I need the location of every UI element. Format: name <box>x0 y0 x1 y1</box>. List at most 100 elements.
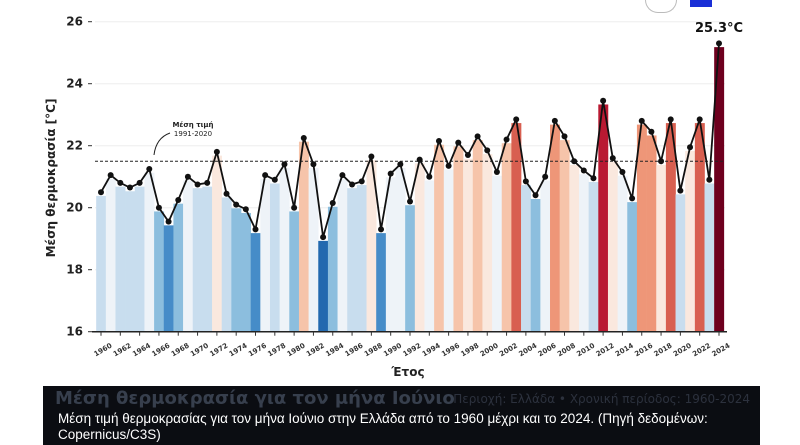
x-tick-label: 1976 <box>247 342 268 359</box>
bar-2007 <box>550 124 560 332</box>
x-tick-label: 1960 <box>93 342 114 359</box>
point-1979 <box>281 161 288 168</box>
bar-2003 <box>511 123 522 332</box>
point-2010 <box>580 167 587 174</box>
point-1976 <box>252 226 259 233</box>
x-tick-label: 2008 <box>556 342 577 359</box>
point-2000 <box>484 147 491 154</box>
x-tick-label: 2004 <box>517 342 538 359</box>
point-1984 <box>329 200 336 207</box>
bar-1979 <box>279 168 290 332</box>
bar-1981 <box>298 141 309 332</box>
point-1978 <box>271 176 278 183</box>
bar-2009 <box>569 164 580 332</box>
bar-2008 <box>559 140 570 332</box>
point-1962 <box>117 179 124 186</box>
point-1988 <box>368 153 375 160</box>
bar-2000 <box>482 154 493 332</box>
bar-1971 <box>202 186 213 332</box>
y-tick-label: 18 <box>66 263 83 277</box>
background-subtitle: Περιοχή: Ελλάδα • Χρονική περίοδος: 1960… <box>453 392 750 406</box>
point-1974 <box>233 201 240 208</box>
image-caption: Μέση τιμή θερμοκρασίας για τον μήνα Ιούν… <box>58 411 708 442</box>
bar-2019 <box>665 123 676 332</box>
x-tick-label: 2020 <box>672 342 693 359</box>
point-1985 <box>339 172 346 179</box>
bar-2012 <box>598 104 609 332</box>
point-2004 <box>522 178 529 185</box>
x-tick-label: 2006 <box>537 342 558 359</box>
x-tick-label: 1962 <box>112 342 133 359</box>
reference-arrow <box>153 132 171 156</box>
x-tick-label: 2018 <box>653 342 674 359</box>
point-1972 <box>213 148 220 155</box>
bar-1970 <box>192 188 203 332</box>
bar-2021 <box>685 150 696 332</box>
bar-1993 <box>414 163 425 332</box>
point-1971 <box>204 179 211 186</box>
caption-background: Μέση θερμοκρασία για τον μήνα Ιούνιο Περ… <box>43 386 760 445</box>
point-1987 <box>358 178 365 185</box>
x-tick-label: 1988 <box>363 342 384 359</box>
bar-1991 <box>395 168 406 332</box>
bar-1992 <box>405 205 416 332</box>
bar-1963 <box>125 191 136 332</box>
point-1991 <box>397 161 404 168</box>
x-tick-label: 2024 <box>711 342 732 359</box>
meteo-logo <box>690 0 712 7</box>
point-1960 <box>98 189 104 196</box>
x-tick-label: 1996 <box>440 342 461 359</box>
x-tick-label: 2016 <box>633 342 654 359</box>
bar-2011 <box>588 181 599 332</box>
bar-2005 <box>530 199 541 332</box>
bar-1977 <box>260 178 271 332</box>
x-tick-label: 1980 <box>286 342 307 359</box>
bar-1986 <box>347 188 358 332</box>
point-1980 <box>291 204 298 211</box>
point-2023 <box>706 176 713 183</box>
bar-1976 <box>250 233 261 332</box>
point-1986 <box>349 181 356 188</box>
background-title: Μέση θερμοκρασία για τον μήνα Ιούνιο <box>55 388 455 409</box>
x-tick-label: 1992 <box>402 342 423 359</box>
x-tick-label: 1966 <box>151 342 172 359</box>
x-tick-label: 1994 <box>421 342 442 359</box>
point-1967 <box>165 218 172 225</box>
point-2016 <box>638 117 645 124</box>
point-2022 <box>696 116 703 123</box>
point-2009 <box>571 158 578 165</box>
x-tick-label: 1982 <box>305 342 326 359</box>
bar-2010 <box>578 174 589 332</box>
point-2012 <box>600 97 607 104</box>
x-tick-label: 2002 <box>498 342 519 359</box>
bar-1995 <box>434 144 445 332</box>
bar-1994 <box>424 180 435 332</box>
x-tick-label: 2000 <box>479 342 500 359</box>
bar-1967 <box>163 225 174 332</box>
bar-2004 <box>521 185 532 332</box>
x-tick-label: 1986 <box>344 342 365 359</box>
point-1961 <box>107 172 114 179</box>
x-tick-label: 1990 <box>382 342 403 359</box>
reference-label-1: Μέση τιμή <box>172 121 213 129</box>
bar-2014 <box>617 175 628 332</box>
point-2021 <box>687 144 694 151</box>
y-tick-label: 16 <box>66 325 83 339</box>
bar-1972 <box>212 155 223 332</box>
x-tick-label: 1974 <box>228 342 249 359</box>
x-tick-label: 1978 <box>266 342 287 359</box>
point-1968 <box>175 196 182 203</box>
bar-1989 <box>376 233 387 332</box>
x-tick-label: 1968 <box>170 342 191 359</box>
point-1992 <box>407 198 413 205</box>
bar-2015 <box>627 202 638 332</box>
point-2024 <box>716 40 722 47</box>
bar-1966 <box>154 211 165 332</box>
x-tick-label: 1984 <box>324 342 345 359</box>
x-tick-label: 1998 <box>460 342 481 359</box>
bar-1968 <box>173 203 184 332</box>
bar-2006 <box>540 180 551 332</box>
bar-1998 <box>463 158 474 332</box>
point-1965 <box>146 165 153 172</box>
point-2007 <box>551 117 558 124</box>
